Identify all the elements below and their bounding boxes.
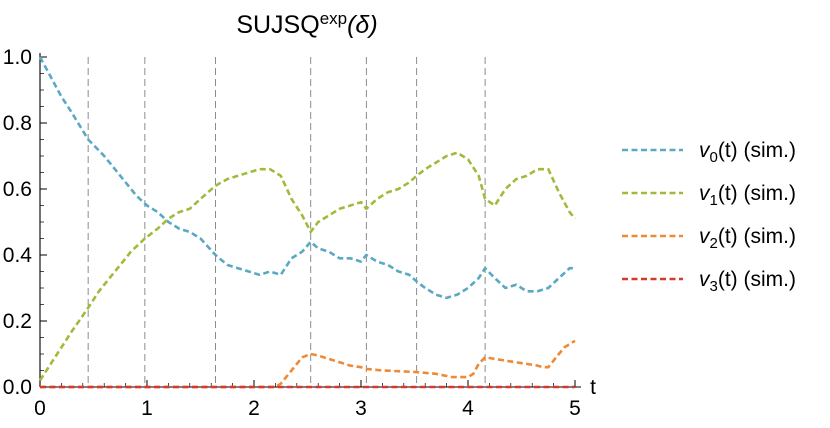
y-tick-label-4: 0.8 xyxy=(3,112,32,135)
y-tick-label-0: 0.0 xyxy=(3,376,32,399)
x-tick-label-2: 2 xyxy=(248,397,260,420)
chart-title-arg: (δ) xyxy=(347,11,378,39)
chart-title: SUJSQexp(δ) xyxy=(236,9,377,39)
y-tick-label-2: 0.4 xyxy=(3,244,33,267)
axes: 0 1 2 3 4 5t 0.0 0.2 0.4 0.6 0.8 1.0 xyxy=(3,46,596,420)
x-tick-label-1: 1 xyxy=(141,397,153,420)
chart-title-base: SUJSQ xyxy=(236,11,319,39)
legend-entry-v0: v0(t) (sim.) xyxy=(699,139,796,166)
vertical-reference-lines xyxy=(87,57,486,387)
legend-entry-v1: v1(t) (sim.) xyxy=(699,182,796,209)
series-line-v0 xyxy=(38,56,575,300)
x-tick-label-3: 3 xyxy=(355,397,367,420)
series-line-v2 xyxy=(40,339,576,389)
series-lines xyxy=(38,56,577,389)
y-tick-label-1: 0.2 xyxy=(3,310,32,333)
y-tick-label-5: 1.0 xyxy=(3,46,32,69)
legend: v0(t) (sim.) v1(t) (sim.) v2(t) (sim.) v3(t… xyxy=(622,139,796,295)
legend-entry-v3: v3(t) (sim.) xyxy=(699,268,796,295)
y-tick-label-3: 0.6 xyxy=(3,178,32,201)
chart-title-sup: exp xyxy=(320,9,347,28)
x-tick-label-5: 5 xyxy=(569,397,581,420)
series-line-v1 xyxy=(38,151,577,382)
x-tick-label-0: 0 xyxy=(34,397,46,420)
x-tick-label-4: 4 xyxy=(462,397,474,420)
x-axis-label: t xyxy=(590,376,596,399)
legend-entry-v2: v2(t) (sim.) xyxy=(699,225,796,252)
